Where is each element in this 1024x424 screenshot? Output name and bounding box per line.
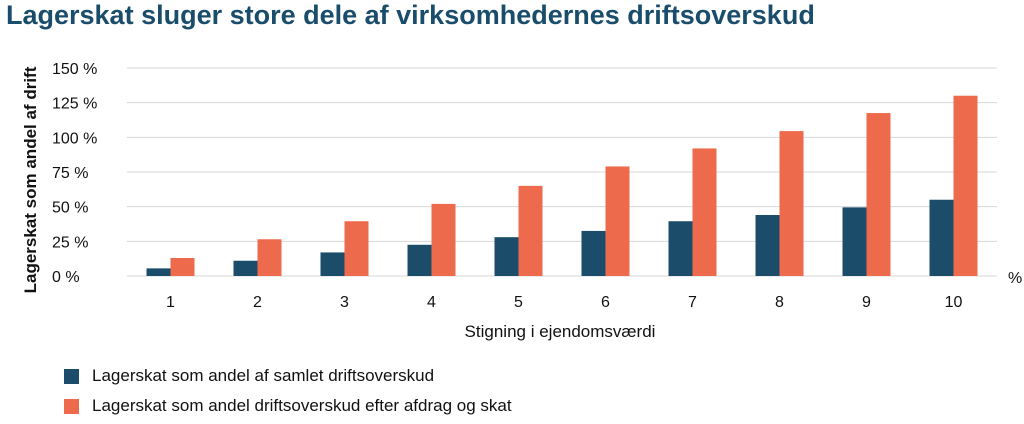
y-tick-label: 75 % [52, 165, 88, 182]
x-axis-label: Stigning i ejendomsværdi [464, 322, 656, 341]
y-tick-label: 50 % [52, 200, 88, 217]
y-tick-labels: 0 % 25 % 50 % 75 % 100 % 125 % 150 % [52, 61, 97, 286]
bar-series-2-cat-3 [344, 221, 369, 276]
bars [146, 95, 978, 276]
legend-label: Lagerskat som andel driftsoverskud efter… [92, 396, 512, 415]
x-tick-label: 5 [514, 294, 523, 311]
bar-series-1-cat-6 [581, 230, 606, 276]
y-tick-label: 0 % [52, 269, 80, 286]
bar-series-2-cat-9 [866, 113, 891, 276]
bar-series-1-cat-3 [320, 252, 345, 276]
legend-item-2: Lagerskat som andel driftsoverskud efter… [64, 394, 512, 418]
bar-series-2-cat-1 [170, 257, 195, 276]
y-tick-label: 100 % [52, 130, 97, 147]
bar-series-2-cat-10 [953, 95, 978, 276]
bar-series-1-cat-1 [146, 268, 171, 276]
x-tick-label: 1 [166, 294, 175, 311]
bar-series-1-cat-5 [494, 237, 519, 276]
x-tick-label: 6 [601, 294, 610, 311]
legend-label: Lagerskat som andel af samlet driftsover… [92, 366, 435, 385]
bar-series-1-cat-9 [842, 207, 867, 276]
bar-series-1-cat-4 [407, 244, 432, 276]
x-tick-labels: 1 2 3 4 5 6 7 8 9 10 [166, 294, 962, 311]
legend-item-1: Lagerskat som andel af samlet driftsover… [64, 364, 512, 388]
x-tick-label: 4 [427, 294, 436, 311]
bar-series-2-cat-7 [692, 148, 717, 276]
y-tick-label: 125 % [52, 96, 97, 113]
x-tick-label: 8 [775, 294, 784, 311]
bar-series-2-cat-6 [605, 166, 630, 276]
x-tick-label: 2 [253, 294, 262, 311]
bar-series-2-cat-2 [257, 239, 282, 276]
legend-swatch [64, 398, 79, 414]
x-tick-label: 3 [340, 294, 349, 311]
bar-series-1-cat-7 [668, 221, 693, 276]
bar-series-2-cat-8 [779, 131, 804, 276]
bar-series-1-cat-2 [233, 260, 258, 276]
y-tick-label: 150 % [52, 61, 97, 78]
bar-series-2-cat-5 [518, 185, 543, 276]
bar-series-1-cat-8 [755, 214, 780, 276]
x-tick-label: 10 [945, 294, 963, 311]
legend: Lagerskat som andel af samlet driftsover… [64, 364, 512, 424]
chart-title: Lagerskat sluger store dele af virksomhe… [6, 0, 815, 30]
bar-series-2-cat-4 [431, 203, 456, 276]
legend-swatch [64, 368, 79, 384]
x-tick-label: 9 [862, 294, 871, 311]
bar-series-1-cat-10 [929, 199, 954, 276]
x-tick-label: 7 [688, 294, 697, 311]
x-unit-label: % [1008, 270, 1022, 287]
y-tick-label: 25 % [52, 234, 88, 251]
